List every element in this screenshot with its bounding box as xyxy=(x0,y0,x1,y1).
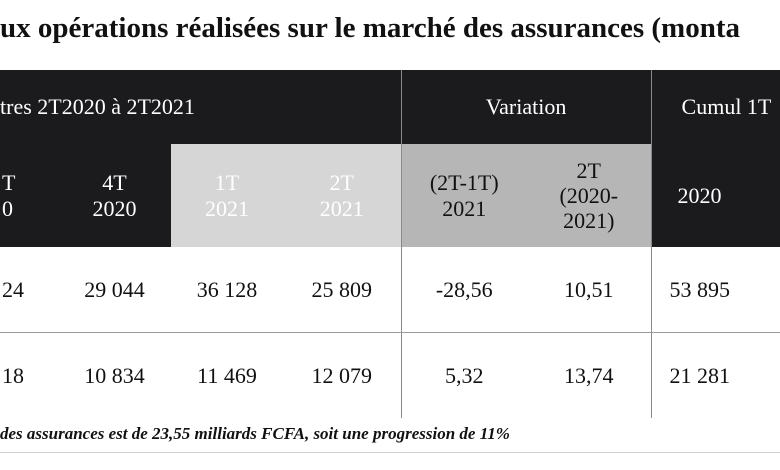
footnote: des assurances est de 23,55 milliards FC… xyxy=(0,424,510,443)
sub-header-row: T 0 4T 2020 1T 2021 2T 2021 (2T-1T) 20 xyxy=(0,144,780,247)
bottom-divider xyxy=(0,452,780,453)
variation-group-header: Variation xyxy=(401,70,652,144)
table-cell: 11 469 xyxy=(171,332,283,418)
sub-header-2t-2021: 2T 2021 xyxy=(283,144,402,247)
sub-header-cut: T 0 xyxy=(0,144,58,247)
sub-header-variation-2t-1t: (2T-1T) 2021 xyxy=(401,144,528,247)
table-cell: 24 xyxy=(0,247,58,333)
table-cell: 21 281 xyxy=(651,332,780,418)
table-row: 18 10 834 11 469 12 079 5,32 13,74 21 28… xyxy=(0,332,780,418)
table-cell: 10 834 xyxy=(58,332,171,418)
quarters-group-header: tres 2T2020 à 2T2021 xyxy=(0,70,402,144)
table-cell: 18 xyxy=(0,332,58,418)
table-cell: 5,32 xyxy=(401,332,528,418)
table-cell: 36 128 xyxy=(171,247,283,333)
sub-header-1t-2021: 1T 2021 xyxy=(171,144,283,247)
sub-header-variation-2t-2020-2021: 2T (2020- 2021) xyxy=(527,144,652,247)
table-cell: 12 079 xyxy=(283,332,402,418)
insurance-operations-table: tres 2T2020 à 2T2021 Variation Cumul 1T … xyxy=(0,70,780,418)
insurance-operations-table-wrapper: tres 2T2020 à 2T2021 Variation Cumul 1T … xyxy=(0,70,780,418)
table-cell: 29 044 xyxy=(58,247,171,333)
sub-header-4t-2020: 4T 2020 xyxy=(58,144,171,247)
table-row: 24 29 044 36 128 25 809 -28,56 10,51 53 … xyxy=(0,247,780,333)
table-title: ux opérations réalisées sur le marché de… xyxy=(0,12,740,44)
table-cell: 13,74 xyxy=(527,332,652,418)
group-header-row: tres 2T2020 à 2T2021 Variation Cumul 1T xyxy=(0,70,780,144)
table-cell: 53 895 xyxy=(651,247,780,333)
cumul-group-header: Cumul 1T xyxy=(651,70,780,144)
sub-header-cumul-2020: 2020 xyxy=(651,144,780,247)
table-cell: 10,51 xyxy=(527,247,652,333)
table-cell: 25 809 xyxy=(283,247,402,333)
table-cell: -28,56 xyxy=(401,247,528,333)
